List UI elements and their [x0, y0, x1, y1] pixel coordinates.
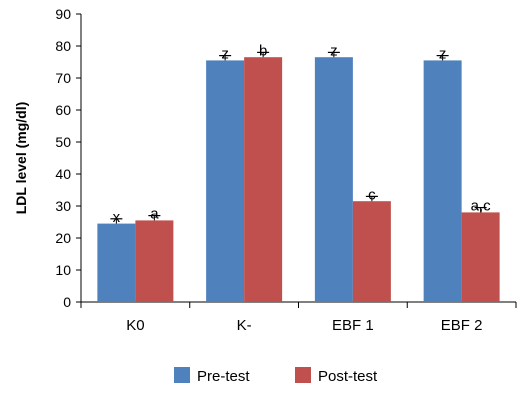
y-tick-label: 80: [55, 38, 71, 54]
y-tick-label: 50: [55, 134, 71, 150]
y-tick-label: 20: [55, 230, 71, 246]
y-tick-label: 90: [55, 6, 71, 22]
bar-post-test: [135, 220, 174, 302]
y-tick-label: 60: [55, 102, 71, 118]
bars: x z z z a b c a,c: [97, 42, 500, 303]
y-tick-label: 70: [55, 70, 71, 86]
significance-label: a: [150, 206, 159, 223]
significance-label: x: [113, 209, 121, 226]
significance-label: z: [221, 46, 229, 63]
y-axis-ticks: 0 10 20 30 40 50 60 70 80 90: [55, 6, 81, 310]
legend-swatch: [295, 367, 311, 383]
significance-label: a,c: [471, 198, 492, 215]
significance-label: z: [439, 46, 447, 63]
x-tick-label: EBF 1: [332, 317, 374, 334]
legend-label: Pre-test: [197, 368, 250, 385]
significance-label: z: [330, 42, 338, 59]
y-axis-label: LDL level (mg/dl): [13, 102, 29, 215]
bar-post-test: [244, 57, 283, 303]
bar-pre-test: [314, 57, 353, 303]
legend-swatch: [174, 367, 190, 383]
y-tick-label: 30: [55, 198, 71, 214]
bar-post-test: [461, 212, 500, 302]
legend-label: Post-test: [318, 368, 378, 385]
y-tick-label: 10: [55, 262, 71, 278]
legend: Pre-test Post-test: [174, 367, 378, 385]
x-axis-ticks: K0 K- EBF 1 EBF 2: [80, 302, 517, 334]
significance-label: c: [368, 186, 376, 203]
bar-pre-test: [423, 60, 462, 303]
x-tick-label: K-: [237, 317, 252, 334]
bar-pre-test: [97, 223, 136, 302]
bar-post-test: [352, 201, 391, 302]
bar-pre-test: [206, 60, 245, 303]
x-tick-label: EBF 2: [441, 317, 483, 334]
x-tick-label: K0: [126, 317, 144, 334]
y-tick-label: 0: [63, 294, 71, 310]
significance-label: b: [259, 42, 267, 59]
y-tick-label: 40: [55, 166, 71, 182]
